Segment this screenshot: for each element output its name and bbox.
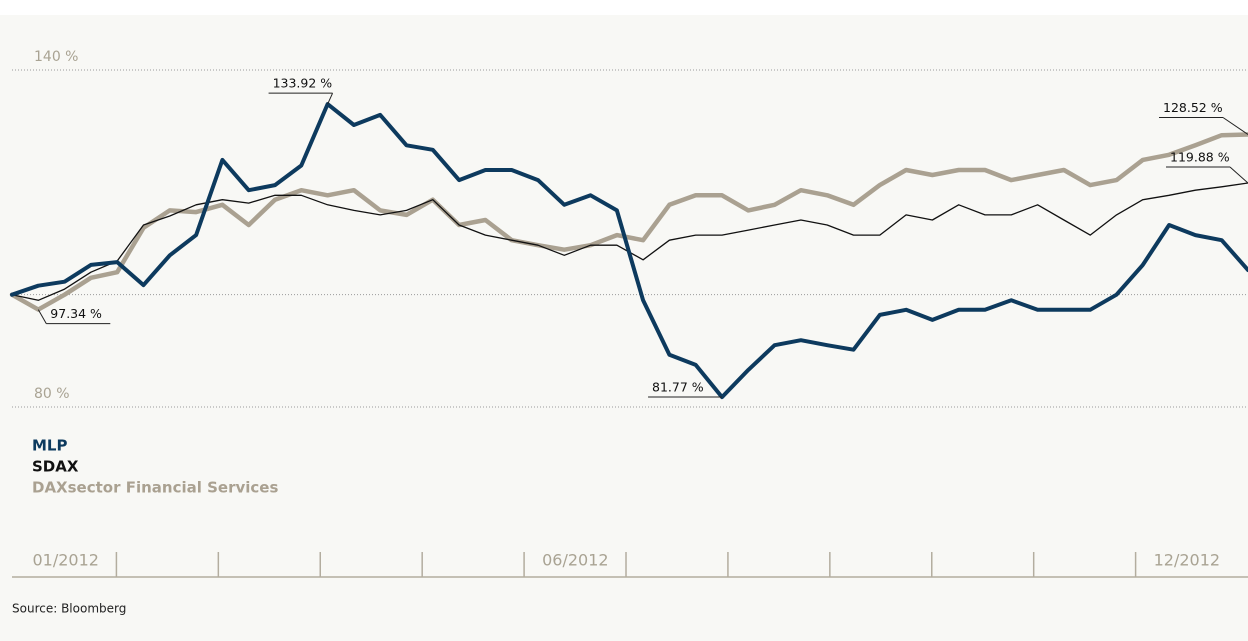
annotation-leader bbox=[1159, 116, 1248, 135]
data-label: 133.92 % bbox=[273, 76, 333, 91]
x-tick-label: 12/2012 bbox=[1154, 551, 1220, 570]
data-label: 81.77 % bbox=[652, 380, 704, 395]
data-label: 97.34 % bbox=[50, 306, 102, 321]
data-label: 119.88 % bbox=[1170, 150, 1230, 165]
legend-entry: DAXsector Financial Services bbox=[32, 479, 278, 497]
annotation-leader bbox=[1166, 166, 1248, 184]
series-line bbox=[9, 132, 1248, 312]
annotation-leader bbox=[37, 309, 111, 325]
x-tick-label: 01/2012 bbox=[33, 551, 99, 570]
legend-entry: SDAX bbox=[32, 458, 79, 476]
annotation-leader bbox=[268, 92, 334, 105]
chart-background bbox=[0, 15, 1248, 641]
source-note: Source: Bloomberg bbox=[12, 602, 126, 616]
series-line bbox=[10, 102, 1248, 400]
data-label: 128.52 % bbox=[1163, 100, 1223, 115]
y-tick-label: 140 % bbox=[34, 49, 78, 65]
legend-entry: MLP bbox=[32, 437, 67, 455]
x-tick-label: 06/2012 bbox=[542, 551, 608, 570]
y-tick-label: 80 % bbox=[34, 386, 70, 402]
